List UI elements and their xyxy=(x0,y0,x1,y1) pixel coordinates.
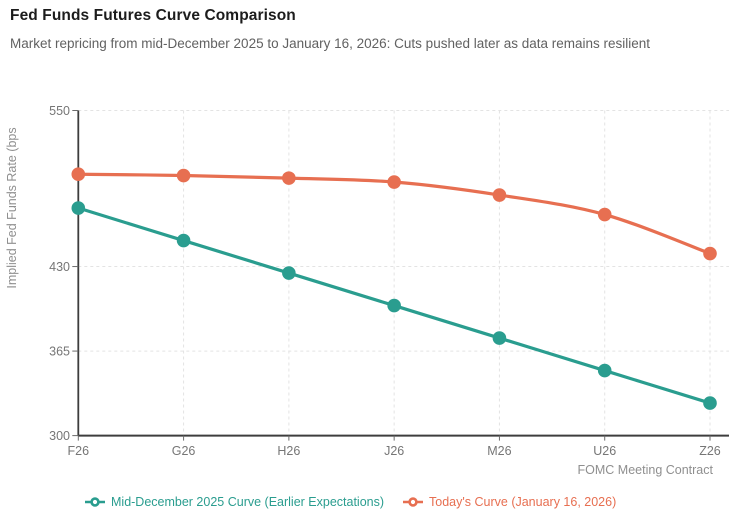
x-tick-label-F26: F26 xyxy=(68,444,90,458)
y-tick-label-550: 550 xyxy=(49,104,70,118)
legend-label-mid-december-curve: Mid-December 2025 Curve (Earlier Expecta… xyxy=(111,495,385,509)
data-point-0-G26[interactable] xyxy=(176,233,191,248)
orange-line-marker-icon xyxy=(403,497,424,507)
y-axis-title: Implied Fed Funds Rate (bps xyxy=(5,127,19,288)
x-tick-label-Z26: Z26 xyxy=(699,444,721,458)
x-tick-label-J26: J26 xyxy=(384,444,404,458)
y-tick-label-430: 430 xyxy=(49,260,70,274)
chart-legend: Mid-December 2025 Curve (Earlier Expecta… xyxy=(84,495,616,509)
data-point-0-H26[interactable] xyxy=(282,266,296,280)
x-axis-title: FOMC Meeting Contract xyxy=(578,463,714,477)
data-point-1-Z26[interactable] xyxy=(703,246,717,261)
data-point-0-J26[interactable] xyxy=(387,298,401,313)
x-tick-label-G26: G26 xyxy=(172,444,196,458)
data-point-0-U26[interactable] xyxy=(597,363,612,378)
data-point-1-H26[interactable] xyxy=(282,171,296,185)
data-point-0-Z26[interactable] xyxy=(703,396,717,410)
x-tick-label-H26: H26 xyxy=(277,444,300,458)
legend-label-today-curve: Today's Curve (January 16, 2026) xyxy=(429,495,617,509)
teal-line-marker-icon xyxy=(85,497,105,507)
legend-item-mid-december-curve[interactable]: Mid-December 2025 Curve (Earlier Expecta… xyxy=(84,495,384,509)
x-tick-label-U26: U26 xyxy=(593,444,616,458)
data-point-0-F26[interactable] xyxy=(71,201,86,215)
data-point-1-U26[interactable] xyxy=(597,207,612,222)
data-point-0-M26[interactable] xyxy=(492,331,507,345)
legend-item-today-curve[interactable]: Today's Curve (January 16, 2026) xyxy=(402,495,616,509)
page-subtitle: Market repricing from mid-December 2025 … xyxy=(10,36,651,51)
data-point-1-J26[interactable] xyxy=(387,175,401,189)
data-point-1-G26[interactable] xyxy=(176,168,191,183)
data-point-1-M26[interactable] xyxy=(492,188,507,202)
x-tick-label-M26: M26 xyxy=(487,444,511,458)
y-tick-label-300: 300 xyxy=(49,429,70,443)
data-point-1-F26[interactable] xyxy=(71,167,86,182)
page-title: Fed Funds Futures Curve Comparison xyxy=(10,7,296,24)
y-tick-label-365: 365 xyxy=(49,345,70,359)
